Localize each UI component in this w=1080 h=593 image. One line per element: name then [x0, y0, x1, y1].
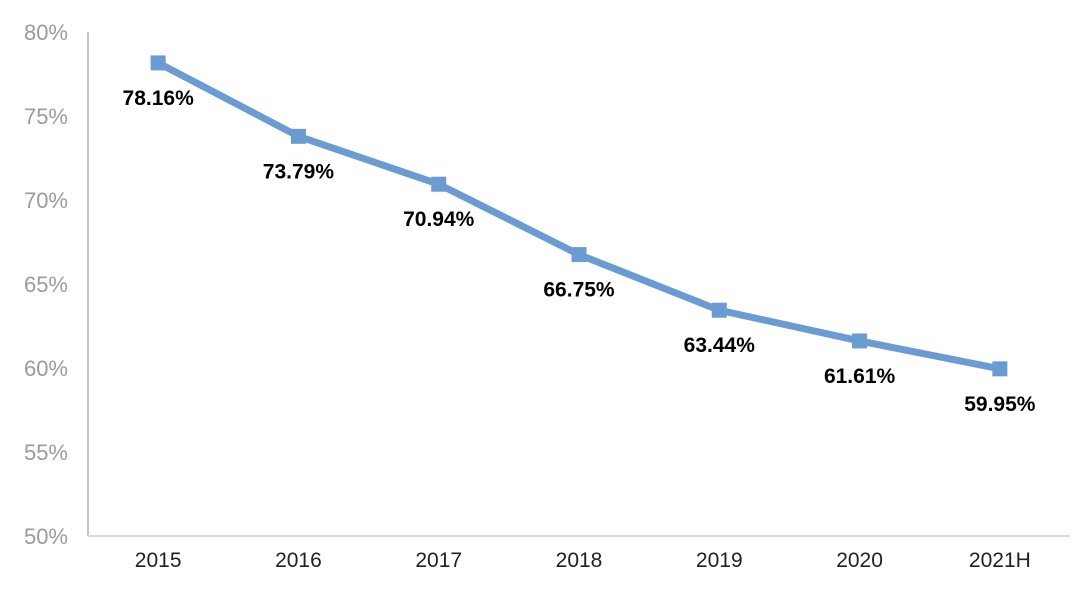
data-point-label: 70.94%: [403, 208, 475, 231]
data-point-marker: [290, 128, 306, 144]
x-tick-label: 2020: [836, 549, 883, 572]
data-point-marker: [711, 302, 727, 318]
y-tick-label: 75%: [24, 104, 68, 129]
x-tick-label: 2016: [275, 549, 322, 572]
data-point-label: 78.16%: [123, 87, 195, 110]
x-tick-label: 2017: [415, 549, 462, 572]
y-tick-label: 60%: [24, 356, 68, 381]
x-tick-label: 2021H: [969, 549, 1031, 572]
data-point-label: 59.95%: [964, 393, 1036, 416]
x-tick-label: 2019: [696, 549, 743, 572]
data-point-label: 61.61%: [824, 365, 896, 388]
y-tick-label: 50%: [24, 524, 68, 549]
data-point-marker: [992, 361, 1008, 377]
x-tick-label: 2015: [135, 549, 182, 572]
data-point-label: 66.75%: [543, 279, 615, 302]
data-point-marker: [571, 247, 587, 263]
data-point-marker: [150, 55, 166, 71]
y-tick-label: 70%: [24, 188, 68, 213]
y-tick-label: 55%: [24, 440, 68, 465]
y-tick-label: 65%: [24, 272, 68, 297]
x-tick-label: 2018: [556, 549, 603, 572]
data-line: [154, 59, 1004, 373]
data-point-marker: [431, 176, 447, 192]
data-point-label: 63.44%: [684, 334, 756, 357]
y-tick-label: 80%: [24, 20, 68, 45]
data-point-marker: [852, 333, 868, 349]
data-point-label: 73.79%: [263, 160, 335, 183]
